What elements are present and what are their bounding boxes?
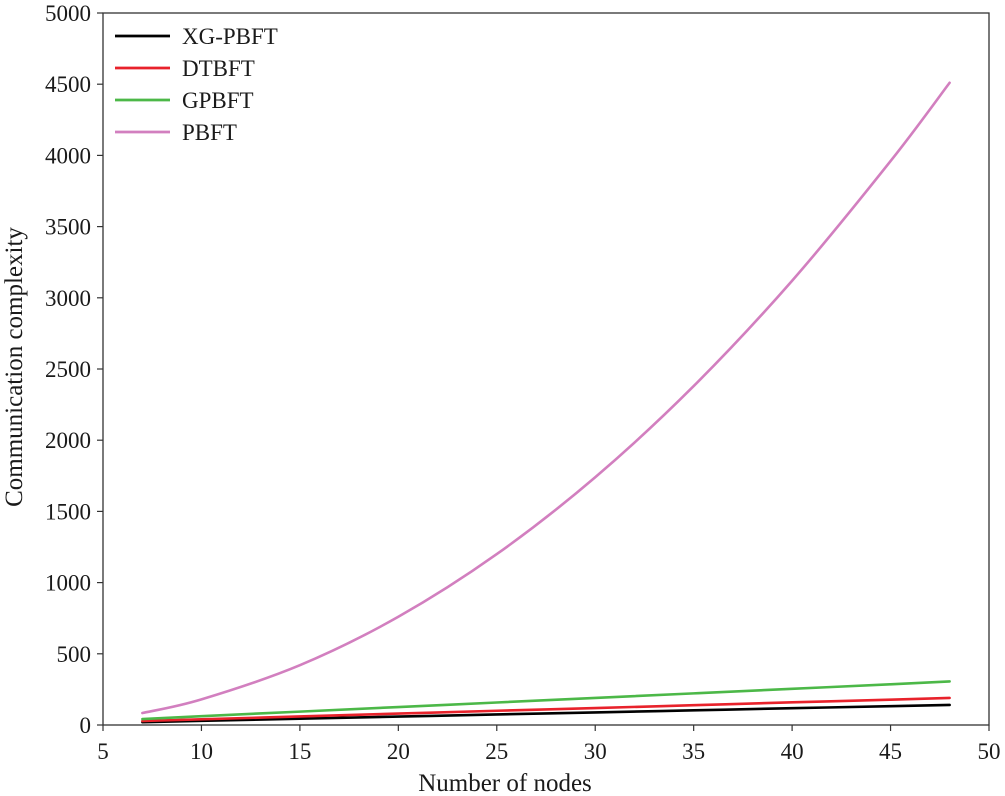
y-tick-label: 3000	[45, 286, 91, 311]
legend-item: GPBFT	[115, 88, 254, 113]
x-tick-label: 50	[978, 739, 1001, 764]
x-tick-label: 15	[288, 739, 311, 764]
legend-label: GPBFT	[182, 88, 254, 113]
y-tick-label: 4500	[45, 72, 91, 97]
x-tick-label: 20	[387, 739, 410, 764]
x-tick-label: 40	[781, 739, 804, 764]
series-lines	[141, 81, 951, 724]
legend-label: DTBFT	[182, 56, 255, 81]
x-tick-label: 30	[584, 739, 607, 764]
y-tick-label: 1000	[45, 571, 91, 596]
series-line-dtbft	[141, 696, 951, 723]
legend-item: PBFT	[115, 120, 237, 145]
legend-label: PBFT	[182, 120, 237, 145]
x-tick-label: 35	[682, 739, 705, 764]
y-tick-label: 5000	[45, 1, 91, 26]
legend: XG-PBFT DTBFT GPBFT PBFT	[115, 24, 278, 145]
y-tick-label: 2000	[45, 428, 91, 453]
x-tick-label: 45	[879, 739, 902, 764]
x-tick-label: 5	[97, 739, 109, 764]
y-tick-label: 3500	[45, 215, 91, 240]
axes: 5 10 15 20 25 30 35 40 45 50050010001500200025003…	[45, 1, 1001, 764]
y-tick-label: 2500	[45, 357, 91, 382]
x-axis-title: Number of nodes	[418, 770, 592, 796]
y-tick-label: 1500	[45, 499, 91, 524]
legend-label: XG-PBFT	[182, 24, 278, 49]
y-axis-title: Communication complexity	[1, 227, 28, 507]
legend-item: DTBFT	[115, 56, 255, 81]
legend-item: XG-PBFT	[115, 24, 278, 49]
series-line-xg-pbft	[141, 703, 951, 724]
y-tick-label: 500	[57, 642, 92, 667]
y-tick-label: 4000	[45, 143, 91, 168]
x-tick-label: 10	[190, 739, 213, 764]
x-tick-label: 25	[485, 739, 508, 764]
series-line-pbft	[141, 81, 951, 715]
series-line-gpbft	[141, 680, 951, 721]
y-tick-label: 0	[80, 713, 92, 738]
